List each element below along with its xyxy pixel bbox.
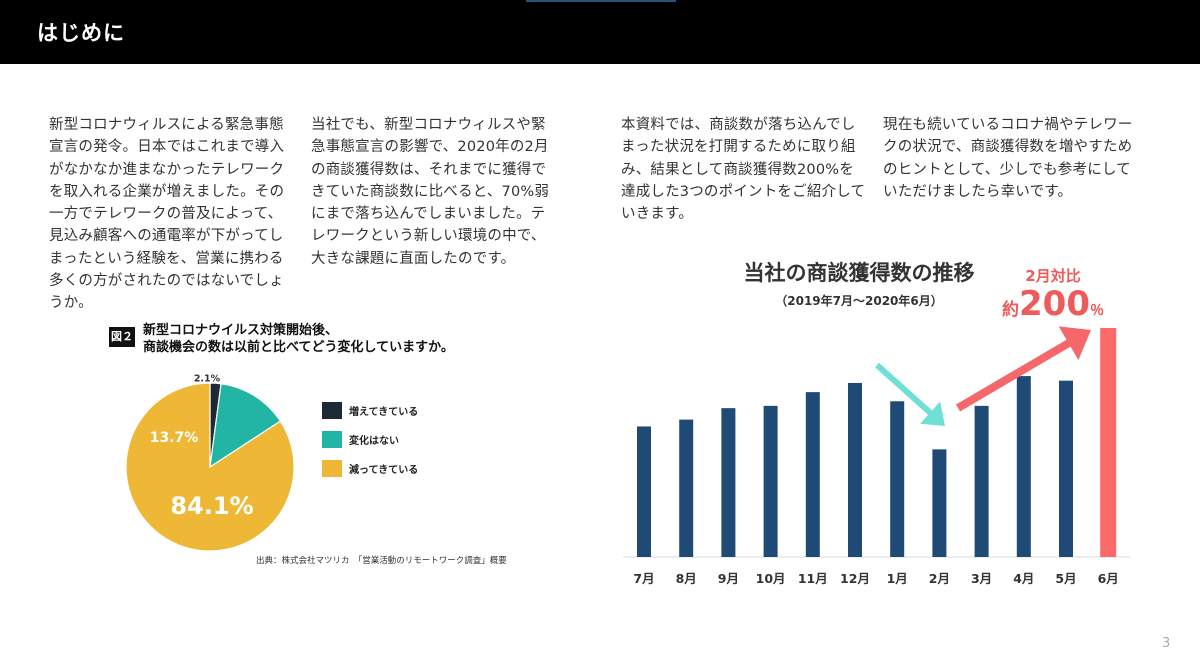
legend-swatch [322,431,342,448]
page-number: 3 [1162,636,1171,651]
callout-value: 200 [1019,284,1090,324]
bar [932,449,947,557]
bar [1100,328,1117,557]
legend-item: 増えてきている [322,396,418,425]
bar [763,405,778,557]
bar [1016,376,1031,557]
legend-label: 増えてきている [349,407,419,418]
legend-swatch [322,402,342,419]
legend-item: 減ってきている [322,454,418,483]
legend-swatch [322,460,342,477]
trend-arrow [874,362,945,426]
x-tick-label: 4月 [1013,571,1034,586]
bar-chart-subtitle: （2019年7月〜2020年6月） [775,294,943,308]
pie-slice [209,383,282,469]
legend-label: 変化はない [349,436,399,447]
x-tick-label: 10月 [756,571,786,586]
x-tick-label: 1月 [887,571,908,586]
bar [805,392,820,557]
pie-legend: 増えてきている 変化はない減ってきている [322,396,418,483]
bar [1059,380,1073,557]
pie-value-label: 2.1% [194,374,221,385]
callout-value-group: 約200％ [998,284,1108,324]
legend-label: 減ってきている [349,465,419,476]
x-tick-label: 12月 [840,571,870,586]
callout-label: 2月対比 [1025,267,1081,285]
trend-arrow [955,326,1091,412]
pie-slice [125,382,295,552]
bar [848,382,862,557]
bar [721,408,736,557]
x-tick-label: 2月 [929,571,950,586]
bar [679,419,694,557]
intro-paragraph-1: 新型コロナウィルスによる緊急事態宣言の発令。日本ではこれまで導入がなかなか進まな… [49,117,285,312]
bar [890,401,905,557]
figure-badge: 図２ [109,327,135,347]
x-tick-label: 7月 [633,571,654,586]
callout-prefix: 約 [1002,300,1019,320]
pie-figure-title: 新型コロナウイルス対策開始後、 商談機会の数は以前と比べてどう変化していますか。 [143,322,543,356]
intro-paragraph-3: 本資料では、商談数が落ち込んでしまった状況を打開するために取り組み、結果として商… [621,117,866,223]
x-tick-label: 6月 [1098,571,1119,586]
bar-chart: 7月 8月 9月 10月 11月 12月 1月 2月 3月 4月 5月 6月 [623,326,1130,586]
x-tick-label: 11月 [798,571,828,586]
bar-chart-title: 当社の商談獲得数の推移 [743,261,975,285]
pie-title-line-1: 新型コロナウイルス対策開始後、 [143,323,339,338]
x-tick-label: 8月 [676,571,697,586]
x-tick-label: 3月 [971,571,992,586]
slide-title: はじめに [37,21,125,45]
pie-chart: 2.1% 13.7% 84.1% [125,374,295,552]
bar [974,405,989,557]
pie-value-label: 84.1% [170,492,253,520]
x-tick-label: 9月 [718,571,739,586]
pie-value-label: 13.7% [150,430,199,446]
callout-unit: ％ [1089,303,1104,319]
legend-item: 変化はない [322,425,418,454]
pie-title-line-2: 商談機会の数は以前と比べてどう変化していますか。 [143,340,454,355]
intro-paragraph-2: 当社でも、新型コロナウィルスや緊急事態宣言の影響で、2020年の2月の商談獲得数… [311,117,550,267]
x-tick-label: 5月 [1055,571,1076,586]
header-accent-line [526,0,676,2]
intro-paragraph-4: 現在も続いているコロナ禍やテレワークの状況で、商談獲得数を増やすためのヒントとし… [883,117,1133,200]
slide-header: はじめに [0,0,1200,64]
pie-source-note: 出典：株式会社マツリカ 「営業活動のリモートワーク調査」概要 [256,556,507,566]
bar [637,426,651,557]
